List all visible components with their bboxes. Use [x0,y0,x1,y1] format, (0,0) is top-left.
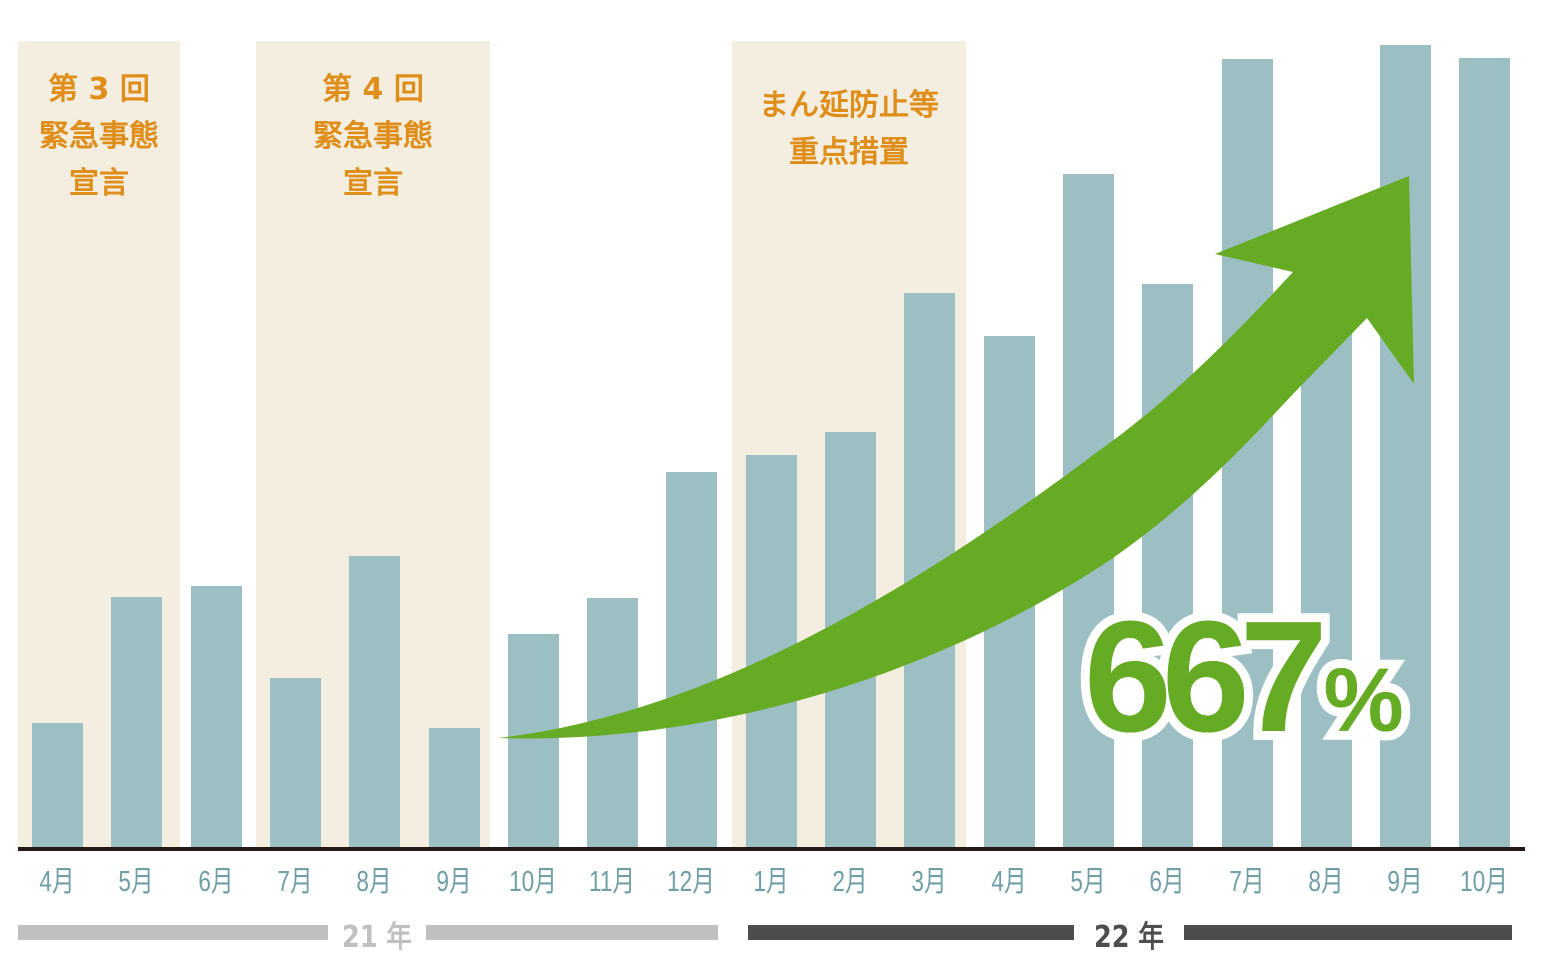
growth-number: 667 [1084,589,1328,765]
x-tick-label: 11月 [589,866,636,898]
bar-21年-7月 [269,678,321,847]
x-tick-label: 1月 [753,866,789,898]
x-tick-label: 4月 [39,866,75,898]
x-tick-label: 6月 [197,866,234,898]
year-22-bar-right [1184,925,1512,940]
growth-percent-sign: % [1323,651,1404,751]
x-tick-label: 5月 [1070,866,1106,898]
bar-22年-6月 [1142,284,1194,847]
year-21-label: 21 年 [342,920,412,955]
bar-21年-9月 [428,728,480,847]
growth-percent-label: 667% [1084,598,1404,756]
x-tick-label: 9月 [1387,866,1423,898]
x-tick-label: 8月 [356,866,392,898]
x-tick-label: 12月 [667,866,716,898]
x-tick-label: 10月 [1460,866,1509,898]
x-tick-label: 8月 [1308,866,1344,898]
year-22-bar-left [748,925,1074,940]
x-tick-label: 10月 [508,866,557,898]
bar-22年-10月 [1459,58,1511,847]
x-tick-label: 3月 [911,866,947,898]
bar-21年-4月 [32,723,83,847]
shaded-period-label: 第 4 回 緊急事態 宣言 [313,72,433,201]
year-21-bar-right [426,925,718,940]
bar-21年-10月 [507,634,559,847]
bar-21年-8月 [349,556,401,847]
growth-number-outline: 667 [1075,589,1337,765]
x-tick-label: 5月 [118,866,154,898]
x-tick-label: 7月 [277,866,313,898]
bar-21年-12月 [666,472,718,847]
growth-percent-sign-outline: % [1315,647,1413,755]
bar-21年-5月 [111,597,163,847]
bar-21年-6月 [190,586,242,847]
shaded-period-label: まん延防止等 重点措置 [759,88,939,170]
x-tick-label: 9月 [435,866,472,898]
x-axis-line [18,847,1525,851]
year-21-bar-left [18,925,328,940]
year-22-label: 22 年 [1094,920,1164,955]
growth-percent-outline: 667% [1075,589,1413,765]
x-tick-label: 2月 [832,866,868,898]
shaded-period-0: 第 3 回 緊急事態 宣言 [18,41,180,847]
bar-22年-8月 [1300,327,1352,847]
x-tick-label: 7月 [1228,866,1265,898]
x-tick-label: 6月 [1149,866,1185,898]
shaded-period-label: 第 3 回 緊急事態 宣言 [39,72,159,201]
x-tick-label: 4月 [990,866,1027,898]
